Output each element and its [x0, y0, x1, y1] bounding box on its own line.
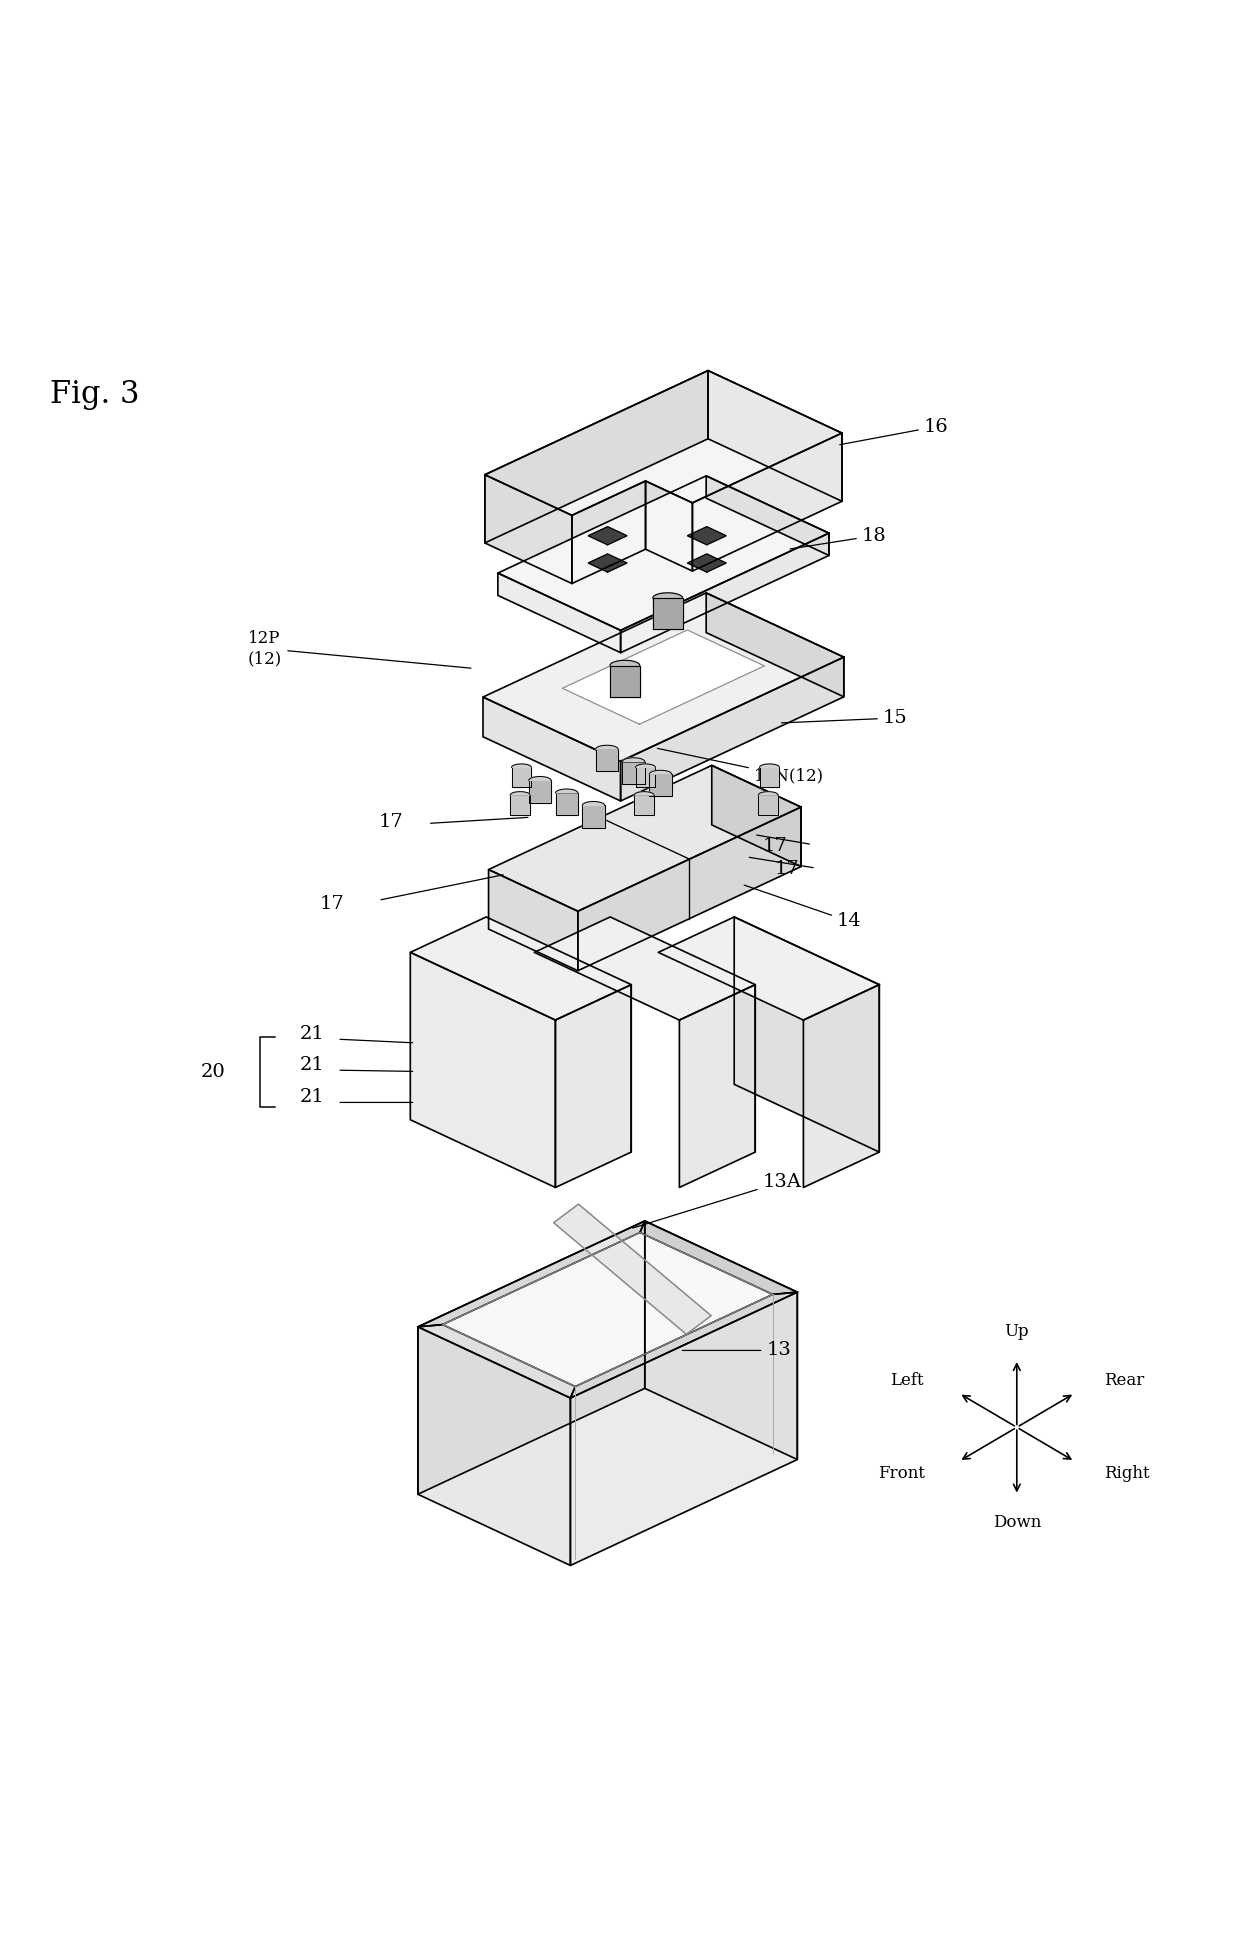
Text: 17: 17: [378, 814, 403, 831]
Polygon shape: [652, 599, 682, 630]
Polygon shape: [636, 763, 656, 767]
Polygon shape: [622, 757, 645, 761]
Text: Up: Up: [1004, 1323, 1029, 1340]
Polygon shape: [634, 794, 653, 815]
Polygon shape: [680, 984, 755, 1187]
Text: Right: Right: [1104, 1464, 1149, 1482]
Polygon shape: [610, 666, 640, 697]
Text: 13: 13: [682, 1342, 791, 1360]
Text: 12N(12): 12N(12): [657, 748, 825, 784]
Polygon shape: [734, 916, 879, 1153]
Polygon shape: [485, 370, 842, 515]
Text: Front: Front: [878, 1464, 925, 1482]
Text: 15: 15: [781, 709, 908, 726]
Polygon shape: [553, 1205, 712, 1335]
Polygon shape: [512, 767, 532, 786]
Polygon shape: [485, 370, 708, 542]
Polygon shape: [758, 792, 777, 794]
Polygon shape: [489, 870, 578, 970]
Polygon shape: [528, 777, 551, 781]
Polygon shape: [652, 593, 682, 599]
Text: Rear: Rear: [1105, 1371, 1145, 1389]
Polygon shape: [621, 657, 843, 802]
Polygon shape: [583, 806, 605, 827]
Polygon shape: [758, 794, 777, 815]
Polygon shape: [443, 1232, 773, 1387]
Text: 14: 14: [744, 885, 862, 930]
Polygon shape: [556, 788, 578, 792]
Polygon shape: [760, 763, 780, 767]
Text: 17: 17: [763, 837, 787, 854]
Text: 13A: 13A: [632, 1172, 801, 1228]
Polygon shape: [485, 475, 572, 583]
Polygon shape: [708, 370, 842, 502]
Polygon shape: [658, 916, 879, 1021]
Polygon shape: [588, 554, 627, 571]
Polygon shape: [498, 573, 621, 653]
Polygon shape: [650, 775, 672, 796]
Text: 20: 20: [201, 1063, 226, 1081]
Text: 16: 16: [839, 418, 949, 446]
Polygon shape: [588, 527, 627, 544]
Polygon shape: [760, 767, 780, 786]
Polygon shape: [512, 763, 532, 767]
Polygon shape: [645, 1220, 797, 1460]
Polygon shape: [707, 477, 828, 556]
Polygon shape: [687, 554, 727, 571]
Polygon shape: [510, 792, 529, 794]
Polygon shape: [556, 792, 578, 815]
Polygon shape: [595, 746, 618, 750]
Polygon shape: [510, 794, 529, 815]
Polygon shape: [410, 916, 631, 1021]
Polygon shape: [418, 1327, 570, 1565]
Polygon shape: [646, 480, 692, 571]
Polygon shape: [484, 593, 843, 761]
Text: 17: 17: [775, 860, 800, 877]
Text: 21: 21: [300, 1056, 325, 1075]
Polygon shape: [712, 765, 801, 866]
Polygon shape: [610, 661, 640, 666]
Polygon shape: [804, 984, 879, 1187]
Polygon shape: [636, 767, 656, 786]
Polygon shape: [692, 434, 842, 571]
Text: Down: Down: [992, 1515, 1042, 1532]
Polygon shape: [707, 593, 843, 697]
Polygon shape: [572, 480, 646, 583]
Polygon shape: [410, 953, 556, 1187]
Text: 17: 17: [320, 895, 345, 912]
Text: 21: 21: [300, 1089, 325, 1106]
Polygon shape: [640, 1220, 797, 1294]
Polygon shape: [556, 984, 631, 1187]
Text: 18: 18: [790, 527, 887, 548]
Polygon shape: [534, 916, 755, 1021]
Polygon shape: [621, 533, 828, 653]
Polygon shape: [418, 1325, 575, 1399]
Polygon shape: [583, 802, 605, 806]
Text: 12P
(12): 12P (12): [248, 630, 471, 668]
Polygon shape: [650, 771, 672, 775]
Polygon shape: [634, 792, 653, 794]
Polygon shape: [595, 750, 618, 771]
Polygon shape: [563, 630, 764, 724]
Text: Fig. 3: Fig. 3: [50, 380, 139, 411]
Polygon shape: [498, 477, 828, 630]
Polygon shape: [528, 781, 551, 802]
Polygon shape: [578, 808, 801, 970]
Polygon shape: [418, 1220, 645, 1327]
Polygon shape: [570, 1292, 797, 1565]
Polygon shape: [484, 697, 621, 802]
Polygon shape: [622, 761, 645, 784]
Polygon shape: [687, 527, 727, 544]
Polygon shape: [489, 765, 801, 910]
Polygon shape: [570, 1292, 797, 1399]
Polygon shape: [418, 1220, 645, 1493]
Text: 21: 21: [300, 1025, 325, 1044]
Text: Left: Left: [890, 1371, 924, 1389]
